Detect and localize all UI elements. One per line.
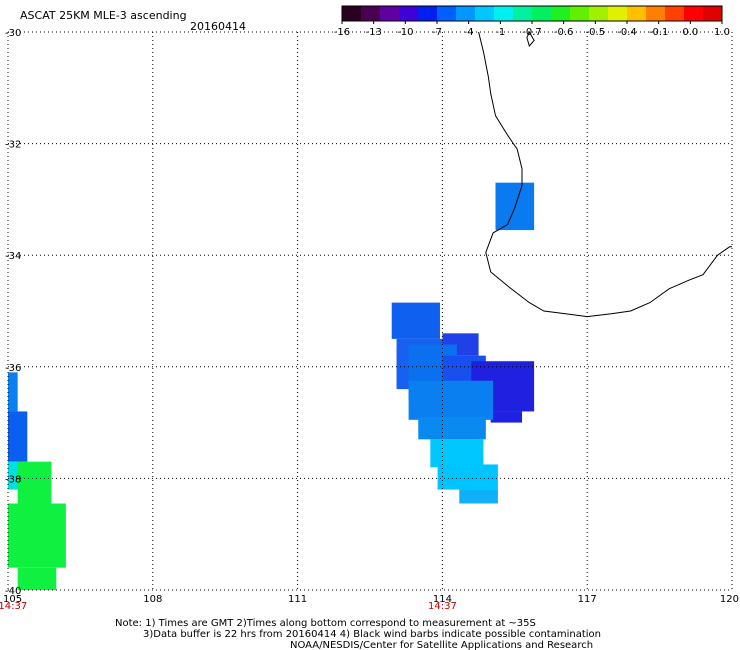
swath-cell <box>459 489 498 504</box>
colorbar-segment <box>608 6 628 21</box>
longitude-label: 117 <box>578 594 597 605</box>
map-title: ASCAT 25KM MLE-3 ascending <box>20 9 187 22</box>
note-line-2: 3)Data buffer is 22 hrs from 20160414 4)… <box>143 629 601 640</box>
swath-cell <box>490 411 523 423</box>
colorbar-segment <box>418 6 438 21</box>
colorbar-segment <box>684 6 704 21</box>
colorbar-segment <box>532 6 552 21</box>
note-line-1: Note: 1) Times are GMT 2)Times along bot… <box>115 618 536 629</box>
swath-cell <box>17 567 57 590</box>
colorbar-segment <box>399 6 419 21</box>
colorbar <box>341 5 723 22</box>
colorbar-label: -0.4 <box>617 27 637 38</box>
swath-cell <box>391 302 440 339</box>
pass-time-label: 14:37 <box>0 601 27 612</box>
longitude-label: 120 <box>720 594 739 605</box>
longitude-labels: 105 108 111 114 117 120 <box>3 594 739 605</box>
latitude-label: -38 <box>5 474 21 485</box>
colorbar-label: -0.1 <box>649 27 669 38</box>
colorbar-segment <box>570 6 590 21</box>
colorbar-segment <box>361 6 381 21</box>
pass-times: 14:37 14:37 <box>0 601 457 612</box>
colorbar-label: 1.0 <box>714 27 730 38</box>
colorbar-label: 0.0 <box>682 27 698 38</box>
latitude-label: -40 <box>5 586 21 597</box>
latitude-label: -34 <box>5 251 21 262</box>
colorbar-segment <box>475 6 495 21</box>
colorbar-label: -0.5 <box>586 27 606 38</box>
colorbar-labels: -16 -13 -10 -7 -4 -1 -0.7 -0.6 -0.5 -0.4 -0.1 0.0 1.… <box>334 21 730 38</box>
colorbar-segment <box>665 6 685 21</box>
colorbar-segment <box>646 6 666 21</box>
swath-cell <box>408 380 494 420</box>
swath-cell <box>8 503 66 568</box>
colorbar-segment <box>380 6 400 21</box>
swath-cell <box>430 439 484 468</box>
latitude-label: -32 <box>5 140 21 151</box>
longitude-label: 114 <box>433 594 452 605</box>
colorbar-segment <box>437 6 457 21</box>
latitude-labels: -30 -32 -34 -36 -38 -40 <box>5 28 21 597</box>
colorbar-segment <box>342 6 362 21</box>
lat-lon-grid <box>7 31 733 591</box>
swath-cell <box>8 411 28 462</box>
colorbar-segment <box>513 6 533 21</box>
swath-cell <box>17 461 52 504</box>
latitude-label: -36 <box>5 363 21 374</box>
coastline <box>478 31 732 318</box>
colorbar-segment <box>494 6 514 21</box>
latitude-label: -30 <box>5 28 21 39</box>
swath-cells <box>8 182 535 590</box>
colorbar-segment <box>589 6 609 21</box>
swath-cell <box>418 417 486 440</box>
colorbar-segment <box>627 6 647 21</box>
note-line-3: NOAA/NESDIS/Center for Satellite Applica… <box>290 640 593 650</box>
colorbar-label: -10 <box>397 27 413 38</box>
colorbar-label: -0.6 <box>554 27 574 38</box>
colorbar-segment <box>551 6 571 21</box>
pass-time-label: 14:37 <box>428 601 457 612</box>
colorbar-label: -16 <box>334 27 350 38</box>
map-date: 20160414 <box>190 20 246 33</box>
longitude-label: 108 <box>143 594 162 605</box>
colorbar-segment <box>456 6 476 21</box>
coastline-inlet <box>526 30 535 48</box>
swath-cell <box>8 461 21 490</box>
swath-cell <box>8 372 18 412</box>
colorbar-label: -13 <box>365 27 381 38</box>
longitude-label: 105 <box>3 594 22 605</box>
swath-cell <box>437 464 498 490</box>
colorbar-segment <box>703 6 723 21</box>
longitude-label: 111 <box>288 594 307 605</box>
